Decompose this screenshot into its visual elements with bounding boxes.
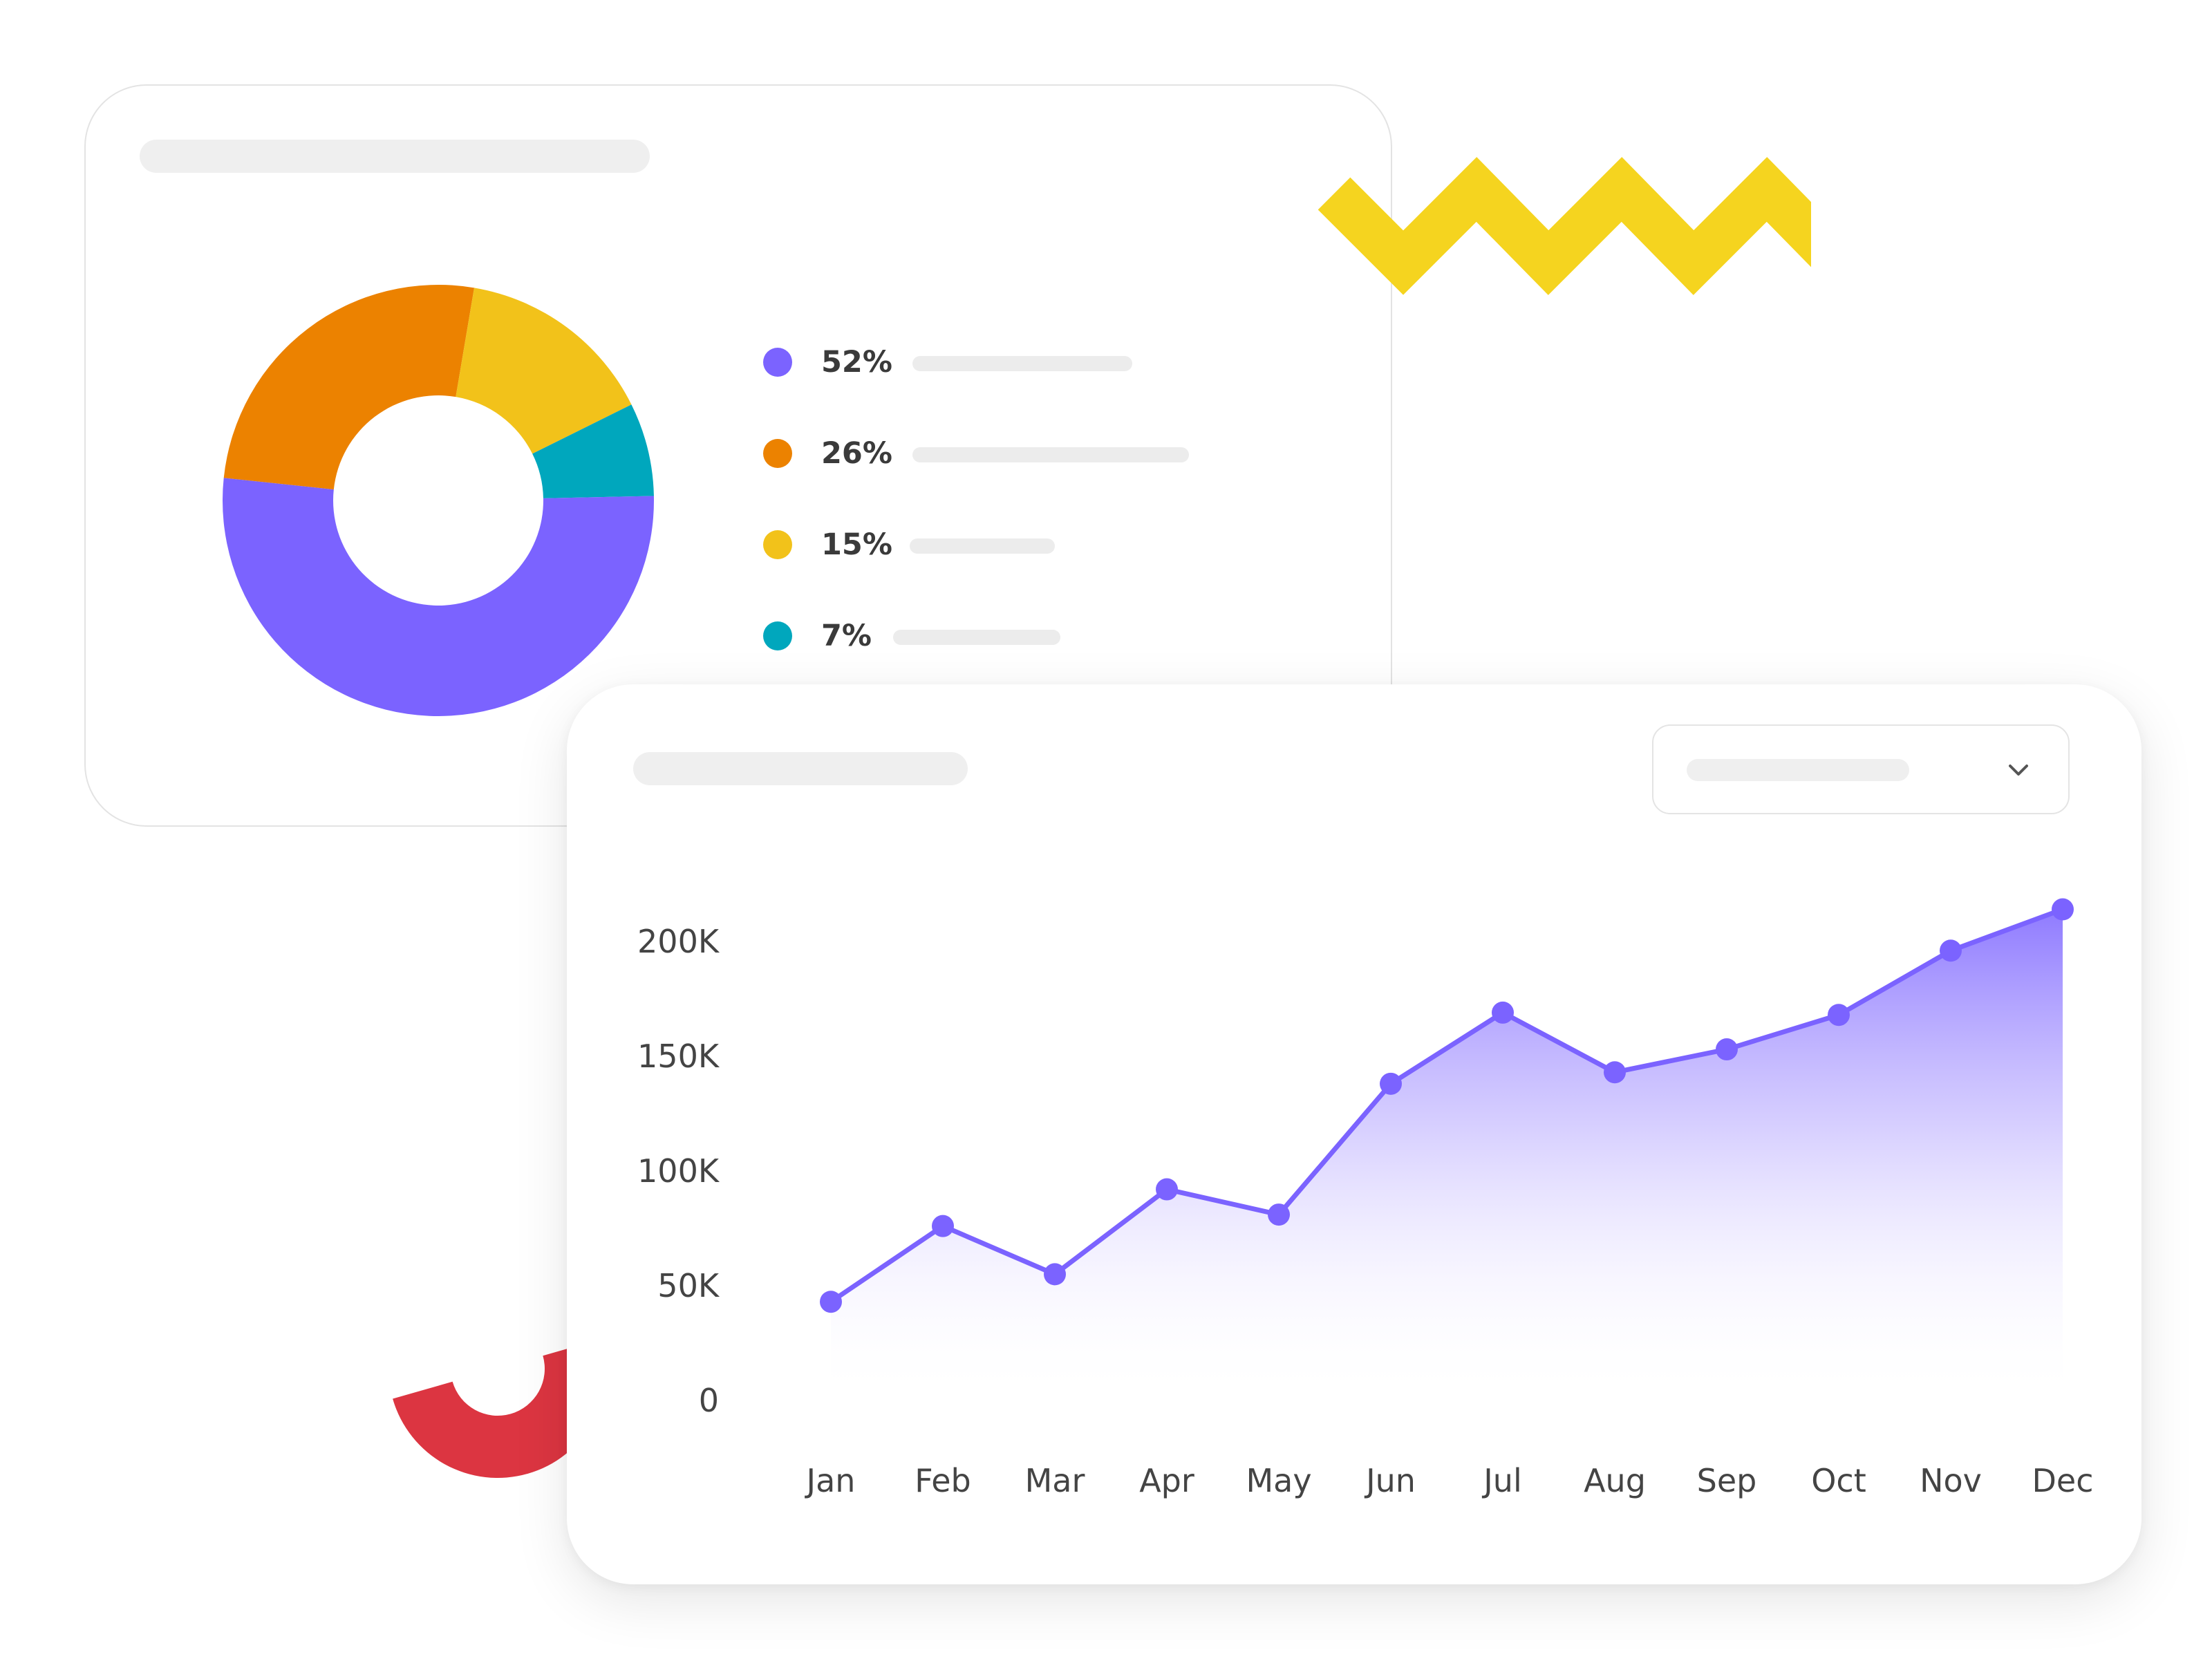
data-point [1268, 1203, 1290, 1226]
y-tick-label: 150K [637, 1038, 720, 1075]
x-tick-label: Jan [805, 1462, 856, 1499]
legend-placeholder-line [893, 630, 1060, 645]
y-tick-label: 0 [699, 1382, 719, 1419]
data-point [1604, 1061, 1626, 1084]
x-tick-label: Sep [1697, 1462, 1757, 1499]
card-title-placeholder [633, 752, 968, 785]
legend-item: 7% [763, 615, 1316, 657]
data-point [1716, 1038, 1738, 1061]
legend-placeholder-line [912, 356, 1132, 371]
x-tick-label: Jun [1364, 1462, 1416, 1499]
legend-label: 52% [821, 345, 892, 379]
legend-dot-orange [763, 439, 792, 468]
legend-placeholder-line [910, 538, 1055, 554]
legend-item: 26% [763, 433, 1316, 474]
x-tick-label: May [1246, 1462, 1311, 1499]
legend-dot-yellow [763, 530, 792, 559]
donut-slice [223, 478, 655, 716]
data-point [1940, 939, 1962, 962]
data-point [1156, 1178, 1178, 1201]
legend-dot-purple [763, 348, 792, 377]
donut-chart [223, 285, 655, 716]
legend-placeholder-line [912, 447, 1189, 462]
area-fill [831, 909, 2063, 1400]
x-tick-label: Dec [2032, 1462, 2093, 1499]
data-point [932, 1215, 954, 1237]
data-point [1828, 1004, 1850, 1027]
donut-slice [223, 285, 475, 490]
period-dropdown[interactable] [1652, 724, 2070, 814]
chevron-down-icon [2009, 765, 2028, 776]
data-point [1380, 1072, 1402, 1095]
legend-dot-teal [763, 621, 792, 650]
legend-item: 52% [763, 341, 1316, 383]
y-tick-label: 200K [637, 923, 720, 960]
legend-label: 15% [821, 527, 892, 562]
card-title-placeholder [140, 140, 650, 173]
x-tick-label: Feb [915, 1462, 971, 1499]
x-tick-label: Mar [1025, 1462, 1085, 1499]
line-chart-card: 0 50K 100K 150K 200K Jan Feb Mar Apr May Jun Jul Aug… [567, 684, 2141, 1584]
dropdown-value-placeholder [1687, 759, 1909, 781]
x-tick-label: Oct [1811, 1462, 1866, 1499]
x-tick-label: Nov [1920, 1462, 1982, 1499]
data-point [2052, 898, 2074, 921]
x-tick-label: Apr [1139, 1462, 1194, 1499]
y-tick-label: 100K [637, 1152, 720, 1190]
legend-label: 26% [821, 436, 892, 471]
series-line [830, 907, 2064, 1304]
x-tick-label: Aug [1584, 1462, 1646, 1499]
donut-slice [456, 288, 632, 454]
zigzag-decoration [1318, 157, 1811, 295]
line-chart: 0 50K 100K 150K 200K Jan Feb Mar Apr May Jun Jul Aug… [637, 898, 2094, 1499]
y-tick-label: 50K [657, 1267, 720, 1304]
red-arc-decoration [393, 1338, 607, 1478]
donut-slice [532, 404, 654, 498]
data-point [1492, 1001, 1514, 1024]
data-point [1044, 1263, 1066, 1286]
legend-item: 15% [763, 524, 1316, 565]
x-tick-label: Jul [1481, 1462, 1522, 1499]
data-point [820, 1291, 842, 1313]
legend-label: 7% [821, 619, 872, 653]
